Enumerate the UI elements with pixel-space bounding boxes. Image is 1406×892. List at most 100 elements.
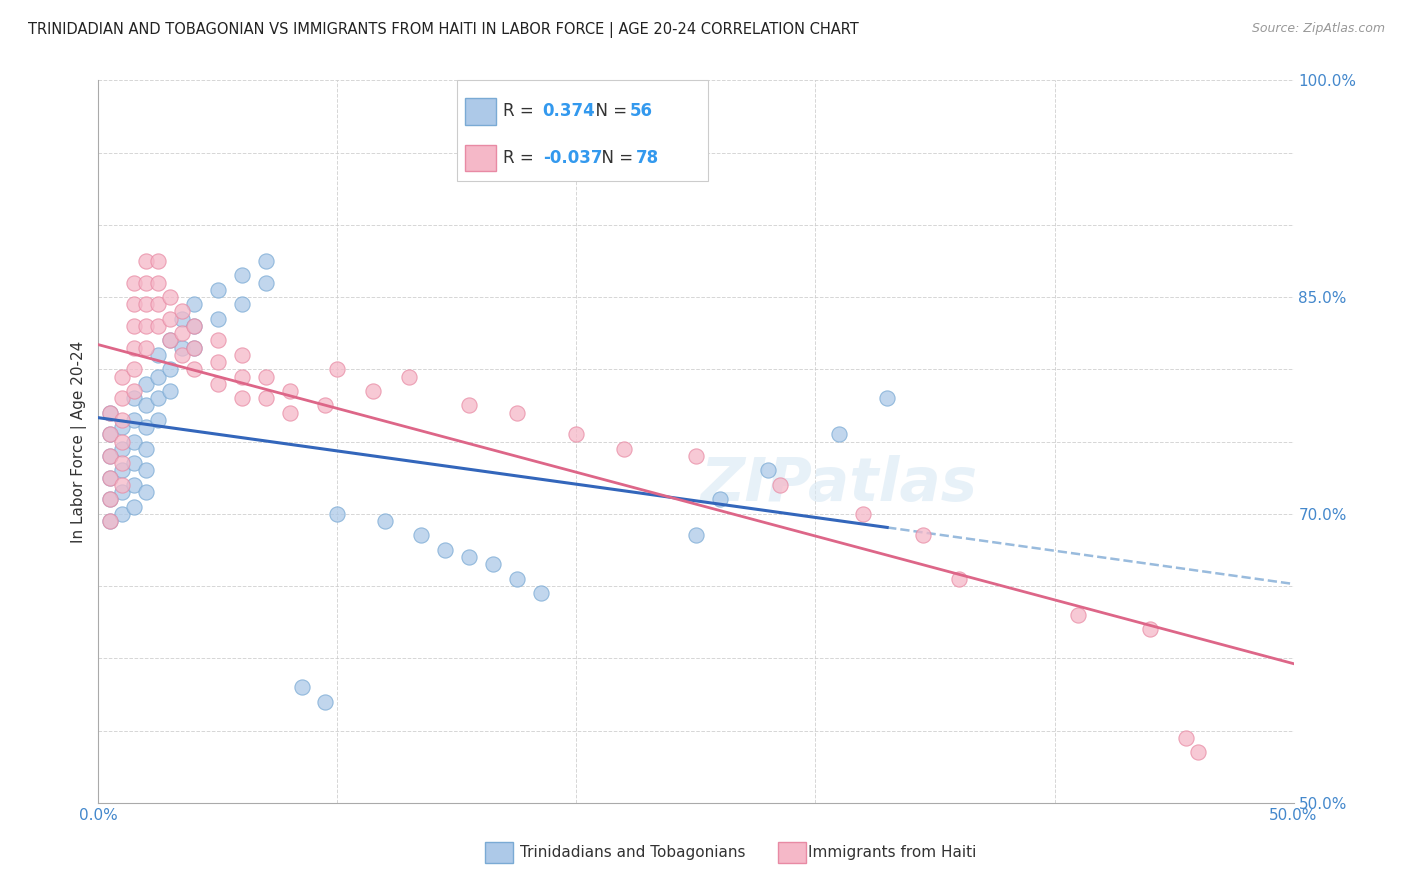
Point xyxy=(172,311,194,326)
Point xyxy=(135,485,157,500)
Point xyxy=(159,384,181,398)
Point xyxy=(326,362,349,376)
Point xyxy=(135,254,157,268)
Point xyxy=(398,369,420,384)
Point xyxy=(254,254,277,268)
Point xyxy=(98,427,122,442)
Text: R =: R = xyxy=(503,103,540,120)
Point xyxy=(207,355,229,369)
Point xyxy=(98,471,122,485)
Point xyxy=(135,341,157,355)
Point xyxy=(506,572,529,586)
Point xyxy=(111,507,134,521)
Point xyxy=(98,471,122,485)
Point xyxy=(148,391,170,405)
Text: N =: N = xyxy=(591,149,638,167)
Point xyxy=(458,398,481,412)
Point xyxy=(756,463,779,477)
Point xyxy=(135,318,157,333)
Point xyxy=(135,398,157,412)
Point xyxy=(183,318,205,333)
Point xyxy=(948,572,970,586)
Point xyxy=(135,463,157,477)
Point xyxy=(876,391,898,405)
Point xyxy=(159,311,181,326)
Point xyxy=(434,542,457,557)
Point xyxy=(148,413,170,427)
Point xyxy=(98,449,122,463)
Point xyxy=(135,420,157,434)
Point xyxy=(231,348,253,362)
Point xyxy=(111,391,134,405)
Point xyxy=(111,478,134,492)
Point xyxy=(1067,607,1090,622)
Point xyxy=(148,297,170,311)
Point xyxy=(458,550,481,565)
Point xyxy=(565,427,588,442)
Point xyxy=(207,334,229,348)
Point xyxy=(135,276,157,290)
Point xyxy=(326,507,349,521)
Point xyxy=(124,341,146,355)
Point xyxy=(124,276,146,290)
Point xyxy=(231,297,253,311)
Point xyxy=(111,463,134,477)
Text: R =: R = xyxy=(503,149,540,167)
Point xyxy=(159,334,181,348)
Point xyxy=(207,283,229,297)
Point xyxy=(98,406,122,420)
Point xyxy=(1175,731,1198,745)
Point xyxy=(231,369,253,384)
Point xyxy=(98,492,122,507)
Text: N =: N = xyxy=(585,103,633,120)
Point xyxy=(159,362,181,376)
Point xyxy=(111,413,134,427)
Point xyxy=(374,514,396,528)
Point xyxy=(148,318,170,333)
Point xyxy=(278,406,301,420)
Point xyxy=(768,478,790,492)
Point xyxy=(530,586,553,600)
Point xyxy=(124,318,146,333)
Point xyxy=(98,492,122,507)
Text: Immigrants from Haiti: Immigrants from Haiti xyxy=(808,846,977,860)
Point xyxy=(124,456,146,470)
Point xyxy=(685,528,707,542)
Point xyxy=(111,369,134,384)
Point xyxy=(124,478,146,492)
Point xyxy=(124,500,146,514)
Point xyxy=(148,254,170,268)
Point xyxy=(1139,623,1161,637)
Text: Source: ZipAtlas.com: Source: ZipAtlas.com xyxy=(1251,22,1385,36)
Point xyxy=(231,268,253,283)
Text: TRINIDADIAN AND TOBAGONIAN VS IMMIGRANTS FROM HAITI IN LABOR FORCE | AGE 20-24 C: TRINIDADIAN AND TOBAGONIAN VS IMMIGRANTS… xyxy=(28,22,859,38)
Point xyxy=(124,413,146,427)
Point xyxy=(254,391,277,405)
Point xyxy=(111,434,134,449)
Point xyxy=(709,492,731,507)
Point xyxy=(911,528,934,542)
Point xyxy=(98,514,122,528)
Point xyxy=(183,362,205,376)
Point xyxy=(506,406,529,420)
Point xyxy=(278,384,301,398)
Point xyxy=(183,341,205,355)
Point xyxy=(685,449,707,463)
Point xyxy=(254,276,277,290)
Text: 0.374: 0.374 xyxy=(543,103,596,120)
Text: 78: 78 xyxy=(636,149,658,167)
Point xyxy=(124,384,146,398)
Point xyxy=(111,420,134,434)
Point xyxy=(98,449,122,463)
Point xyxy=(172,341,194,355)
Point xyxy=(183,297,205,311)
Point xyxy=(111,485,134,500)
Point xyxy=(291,680,314,694)
Point xyxy=(124,434,146,449)
Point xyxy=(207,376,229,391)
Point xyxy=(363,384,385,398)
Text: Trinidadians and Tobagonians: Trinidadians and Tobagonians xyxy=(520,846,745,860)
Point xyxy=(828,427,851,442)
Point xyxy=(124,297,146,311)
Point xyxy=(254,369,277,384)
